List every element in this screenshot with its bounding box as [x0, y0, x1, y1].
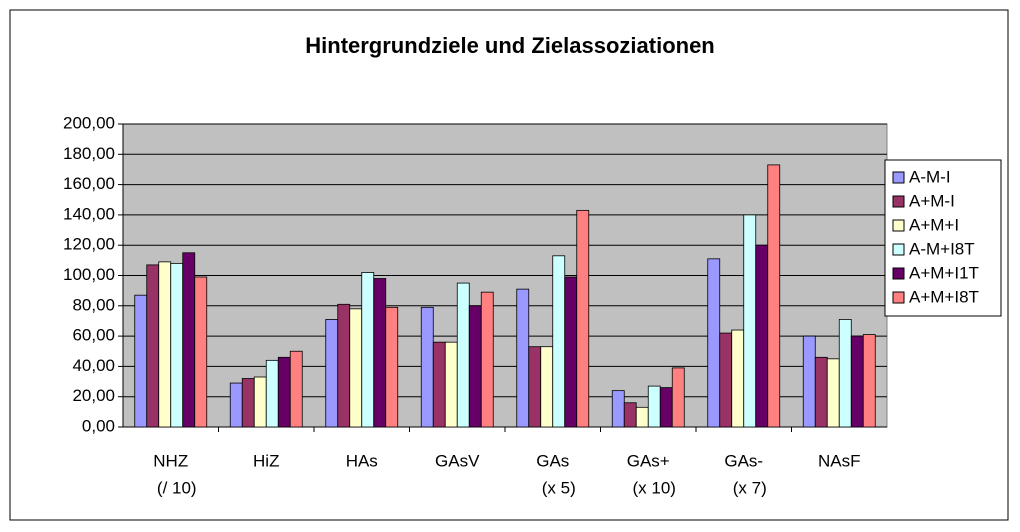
bar	[862, 334, 876, 428]
bar	[337, 303, 351, 428]
bar	[802, 335, 816, 428]
bar	[325, 319, 339, 428]
legend-swatch	[892, 219, 905, 232]
legend-label: A+M+I1T	[909, 263, 979, 282]
legend-label: A-M-I	[909, 167, 951, 186]
bar	[432, 341, 446, 428]
y-tick-label: 80,00	[72, 295, 115, 314]
x-tick-label: GAs+	[627, 451, 670, 470]
bar	[289, 350, 303, 428]
bar	[826, 358, 840, 428]
bar	[528, 346, 542, 428]
bar	[635, 406, 649, 428]
bar	[182, 252, 196, 428]
bar	[241, 378, 255, 428]
x-tick-label: GAs-	[724, 451, 763, 470]
bar	[623, 402, 637, 428]
x-tick-label: GAs	[536, 451, 569, 470]
bar	[444, 341, 458, 428]
y-tick-label: 200,00	[63, 113, 115, 132]
x-tick-label: HiZ	[253, 451, 279, 470]
legend-swatch	[892, 267, 905, 280]
bar	[671, 367, 685, 428]
bar	[361, 272, 375, 428]
bar	[265, 359, 279, 428]
legend-label: A+M+I	[909, 215, 959, 234]
x-tick-label: GAsV	[435, 451, 480, 470]
legend-box	[884, 159, 1002, 317]
bar	[611, 390, 625, 428]
y-tick-label: 60,00	[72, 326, 115, 345]
x-tick-label: NHZ	[153, 451, 188, 470]
bar	[385, 306, 399, 428]
y-tick-label: 100,00	[63, 265, 115, 284]
y-tick-label: 160,00	[63, 174, 115, 193]
bar	[719, 332, 733, 428]
x-tick-label: (x 5)	[542, 478, 576, 497]
bar	[468, 305, 482, 428]
bar	[158, 261, 172, 428]
legend-swatch	[892, 291, 905, 304]
bar	[373, 278, 387, 428]
bar	[576, 209, 590, 428]
x-tick-label: NAsF	[818, 451, 861, 470]
bar	[647, 385, 661, 428]
y-tick-label: 180,00	[63, 144, 115, 163]
bar	[420, 306, 434, 428]
bar	[814, 356, 828, 428]
x-tick-label: HAs	[346, 451, 378, 470]
legend-label: A+M+I8T	[909, 287, 979, 306]
bar	[731, 329, 745, 428]
bar	[755, 244, 769, 428]
legend-swatch	[892, 243, 905, 256]
legend-label: A-M+I8T	[909, 239, 975, 258]
bar	[743, 214, 757, 428]
legend-label: A+M-I	[909, 191, 955, 210]
legend-swatch	[892, 195, 905, 208]
bar	[349, 308, 363, 428]
bar	[229, 382, 243, 428]
bar	[253, 376, 267, 428]
y-tick-label: 120,00	[63, 235, 115, 254]
bar	[456, 282, 470, 428]
bar	[277, 356, 291, 428]
bar	[146, 264, 160, 428]
bar	[134, 294, 148, 428]
bar	[767, 164, 781, 428]
y-tick-label: 140,00	[63, 204, 115, 223]
chart-title: Hintergrundziele und Zielassoziationen	[305, 33, 715, 58]
legend-swatch	[892, 171, 905, 184]
bar	[850, 335, 864, 428]
bar	[540, 346, 554, 428]
bar	[170, 262, 184, 428]
y-tick-label: 0,00	[82, 416, 115, 435]
x-tick-label: (x 7)	[733, 478, 767, 497]
bar	[194, 276, 208, 428]
bar	[516, 288, 530, 428]
bar	[707, 258, 721, 428]
bar	[838, 319, 852, 428]
bar	[552, 255, 566, 428]
x-tick-label: (x 10)	[633, 478, 676, 497]
bar	[564, 276, 578, 428]
bar	[480, 291, 494, 428]
x-tick-label: (/ 10)	[157, 478, 197, 497]
bar	[659, 387, 673, 428]
y-tick-label: 40,00	[72, 356, 115, 375]
y-tick-label: 20,00	[72, 386, 115, 405]
